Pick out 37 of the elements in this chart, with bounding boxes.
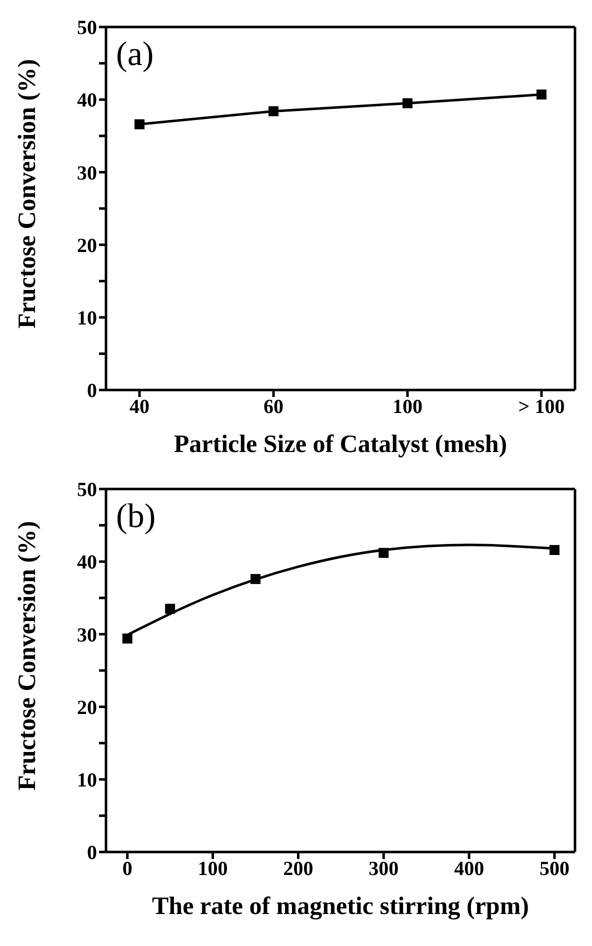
- point: [134, 119, 144, 130]
- y-axis-title: Fructose Conversion (%): [14, 59, 41, 328]
- y-tick-label: 30: [77, 162, 97, 184]
- annotation: (b): [116, 498, 156, 536]
- x-tick-label: 300: [368, 858, 399, 880]
- point: [165, 604, 176, 614]
- y-tick-label: 50: [77, 17, 97, 40]
- y-tick-label: 40: [77, 552, 97, 574]
- x-tick-label: 40: [130, 396, 150, 418]
- y-axis-title: Fructose Conversion (%): [14, 521, 41, 790]
- y-tick-label: 40: [77, 90, 97, 112]
- point: [250, 574, 260, 584]
- y-tick-label: 20: [77, 696, 97, 719]
- point: [402, 98, 412, 108]
- y-tick-label: 30: [77, 624, 97, 646]
- y-tick-label: 50: [77, 479, 97, 502]
- y-tick-label: 0: [87, 842, 97, 864]
- annotation: (a): [116, 36, 154, 74]
- point: [122, 634, 132, 644]
- point: [268, 106, 278, 116]
- y-tick-label: 10: [77, 770, 97, 792]
- x-tick-label: 0: [122, 858, 132, 880]
- point: [549, 544, 560, 555]
- x-axis-title: The rate of magnetic stirring (rpm): [152, 893, 529, 920]
- x-axis-title: Particle Size of Catalyst (mesh): [174, 431, 508, 458]
- x-tick-label: 500: [539, 858, 570, 880]
- point: [536, 90, 546, 100]
- y-tick-label: 10: [77, 308, 97, 330]
- x-tick-label: 100: [198, 858, 228, 880]
- x-tick-label: 400: [454, 858, 484, 880]
- x-tick-label: 60: [264, 396, 284, 418]
- x-tick-label: > 100: [518, 396, 565, 418]
- y-tick-label: 0: [87, 380, 97, 402]
- x-tick-label: 100: [392, 396, 422, 418]
- y-tick-label: 20: [77, 234, 97, 257]
- x-tick-label: 200: [283, 858, 314, 880]
- point: [378, 548, 389, 558]
